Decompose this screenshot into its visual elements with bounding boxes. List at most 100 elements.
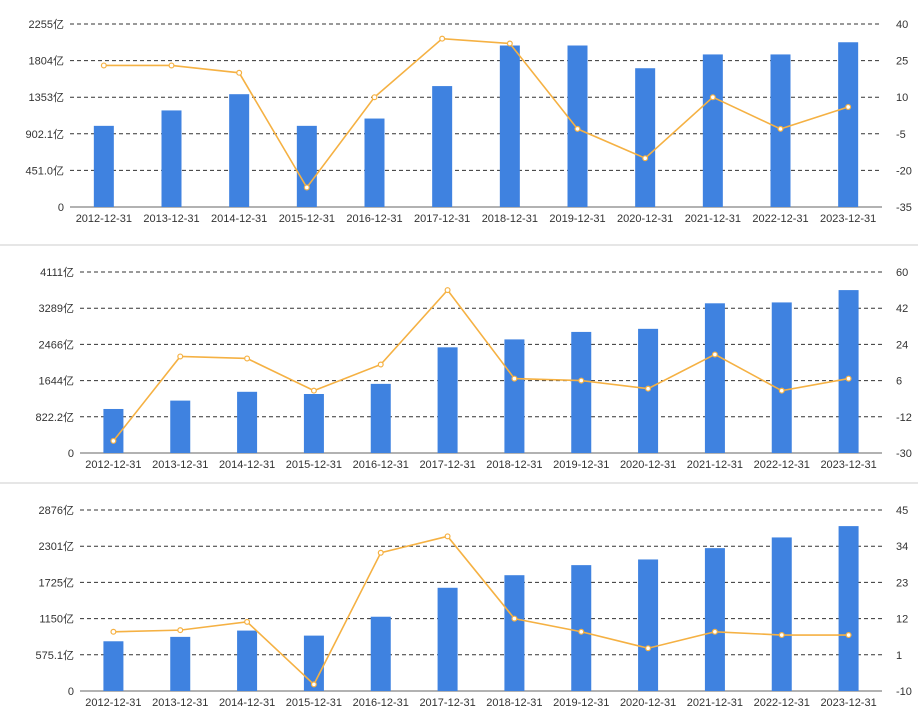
right-tick-label: 10 xyxy=(896,92,908,104)
x-tick-label: 2019-12-31 xyxy=(549,213,605,225)
x-tick-label: 2019-12-31 xyxy=(553,697,609,709)
x-tick-label: 2020-12-31 xyxy=(620,697,676,709)
line-point xyxy=(711,351,718,358)
right-tick-label: 40 xyxy=(896,19,908,31)
line-point xyxy=(110,437,117,444)
right-tick-label: 24 xyxy=(896,339,908,351)
left-tick-label: 2466亿 xyxy=(39,338,74,351)
x-tick-label: 2014-12-31 xyxy=(219,459,275,471)
left-tick-label: 0 xyxy=(58,202,64,214)
left-tick-label: 2255亿 xyxy=(29,18,64,31)
x-tick-label: 2013-12-31 xyxy=(152,459,208,471)
chart-2-svg: 0 -30 822.2亿 -12 1644亿 6 2466亿 24 3289亿 42 4111亿 60… xyxy=(35,266,912,471)
bar xyxy=(103,408,124,453)
bar xyxy=(93,125,114,207)
growth-line xyxy=(112,288,849,442)
line-point xyxy=(168,62,175,69)
x-tick-label: 2018-12-31 xyxy=(482,213,538,225)
bar xyxy=(571,331,592,453)
line-point xyxy=(645,385,652,392)
x-tick-label: 2015-12-31 xyxy=(286,697,342,709)
left-tick-label: 451.0亿 xyxy=(25,164,64,177)
x-tick-label: 2018-12-31 xyxy=(486,459,542,471)
right-tick-label: 1 xyxy=(896,650,902,662)
line-point xyxy=(303,184,310,191)
line-point xyxy=(578,377,585,384)
growth-line xyxy=(113,535,849,686)
right-tick-label: -35 xyxy=(896,202,912,214)
right-tick-label: 45 xyxy=(896,505,908,517)
left-tick-label: 1353亿 xyxy=(29,91,64,104)
chart-panel-2: 0 -30 822.2亿 -12 1644亿 6 2466亿 24 3289亿 42 4111亿 60… xyxy=(0,248,923,480)
line-point xyxy=(310,387,317,394)
line-point xyxy=(845,632,852,639)
line-point xyxy=(778,632,785,639)
x-tick-label: 2015-12-31 xyxy=(286,459,342,471)
right-tick-label: -30 xyxy=(896,448,912,460)
left-tick-label: 4111亿 xyxy=(40,266,74,279)
left-tick-label: 0 xyxy=(68,448,74,460)
divider-1 xyxy=(0,244,918,246)
bar xyxy=(704,303,725,453)
right-tick-label: -20 xyxy=(896,165,912,177)
bar xyxy=(370,383,391,453)
bar xyxy=(499,45,520,208)
right-tick-label: 25 xyxy=(896,56,908,68)
bar xyxy=(303,394,324,453)
right-tick-label: 60 xyxy=(896,267,908,279)
x-tick-label: 2021-12-31 xyxy=(687,459,743,471)
x-tick-label: 2017-12-31 xyxy=(419,697,475,709)
bar xyxy=(170,400,191,453)
line-point xyxy=(642,155,649,162)
right-tick-label: -5 xyxy=(896,129,906,141)
x-tick-label: 2021-12-31 xyxy=(687,697,743,709)
left-tick-label: 0 xyxy=(68,686,74,698)
right-tick-label: 23 xyxy=(896,577,908,589)
line-point xyxy=(444,533,451,540)
right-tick-label: 42 xyxy=(896,303,908,315)
x-tick-label: 2013-12-31 xyxy=(143,213,199,225)
line-point xyxy=(244,355,251,362)
x-tick-label: 2015-12-31 xyxy=(279,213,335,225)
bar xyxy=(364,118,385,207)
line-point xyxy=(574,125,581,132)
bar xyxy=(771,302,792,453)
bar xyxy=(838,526,859,691)
line-point xyxy=(236,69,243,76)
bar xyxy=(237,630,258,691)
x-tick-label: 2012-12-31 xyxy=(85,459,141,471)
x-tick-label: 2020-12-31 xyxy=(620,459,676,471)
bar xyxy=(437,347,458,453)
x-tick-label: 2013-12-31 xyxy=(152,697,208,709)
line-point xyxy=(439,35,446,42)
x-tick-label: 2014-12-31 xyxy=(211,213,267,225)
bar xyxy=(432,86,453,207)
line-point xyxy=(845,103,852,110)
bar xyxy=(635,68,656,207)
bar xyxy=(296,125,317,207)
bar xyxy=(702,54,723,207)
x-tick-label: 2019-12-31 xyxy=(553,459,609,471)
line-point xyxy=(511,615,518,622)
bar xyxy=(303,635,324,691)
x-tick-label: 2018-12-31 xyxy=(486,697,542,709)
line-point xyxy=(244,618,251,625)
left-tick-label: 1725亿 xyxy=(39,576,74,589)
bar xyxy=(161,110,182,207)
bar xyxy=(838,42,859,207)
x-tick-label: 2022-12-31 xyxy=(754,459,810,471)
bar xyxy=(237,391,258,453)
line-point xyxy=(110,628,117,635)
x-tick-label: 2016-12-31 xyxy=(353,459,409,471)
chart-1-svg: 0 -35 451.0亿 -20 902.1亿 -5 1353亿 10 1804亿 25 2255亿… xyxy=(25,18,912,225)
bar xyxy=(103,641,124,691)
left-tick-label: 2301亿 xyxy=(39,540,74,553)
line-point xyxy=(778,387,785,394)
left-tick-label: 3289亿 xyxy=(39,302,74,315)
x-tick-label: 2022-12-31 xyxy=(752,213,808,225)
line-point xyxy=(100,62,107,69)
line-point xyxy=(377,549,384,556)
right-tick-label: 12 xyxy=(896,614,908,626)
chart-panel-3: 0 -10 575.1亿 1 1150亿 12 1725亿 23 2301亿 34 2876亿 45 2… xyxy=(0,486,923,720)
growth-line xyxy=(103,37,849,189)
